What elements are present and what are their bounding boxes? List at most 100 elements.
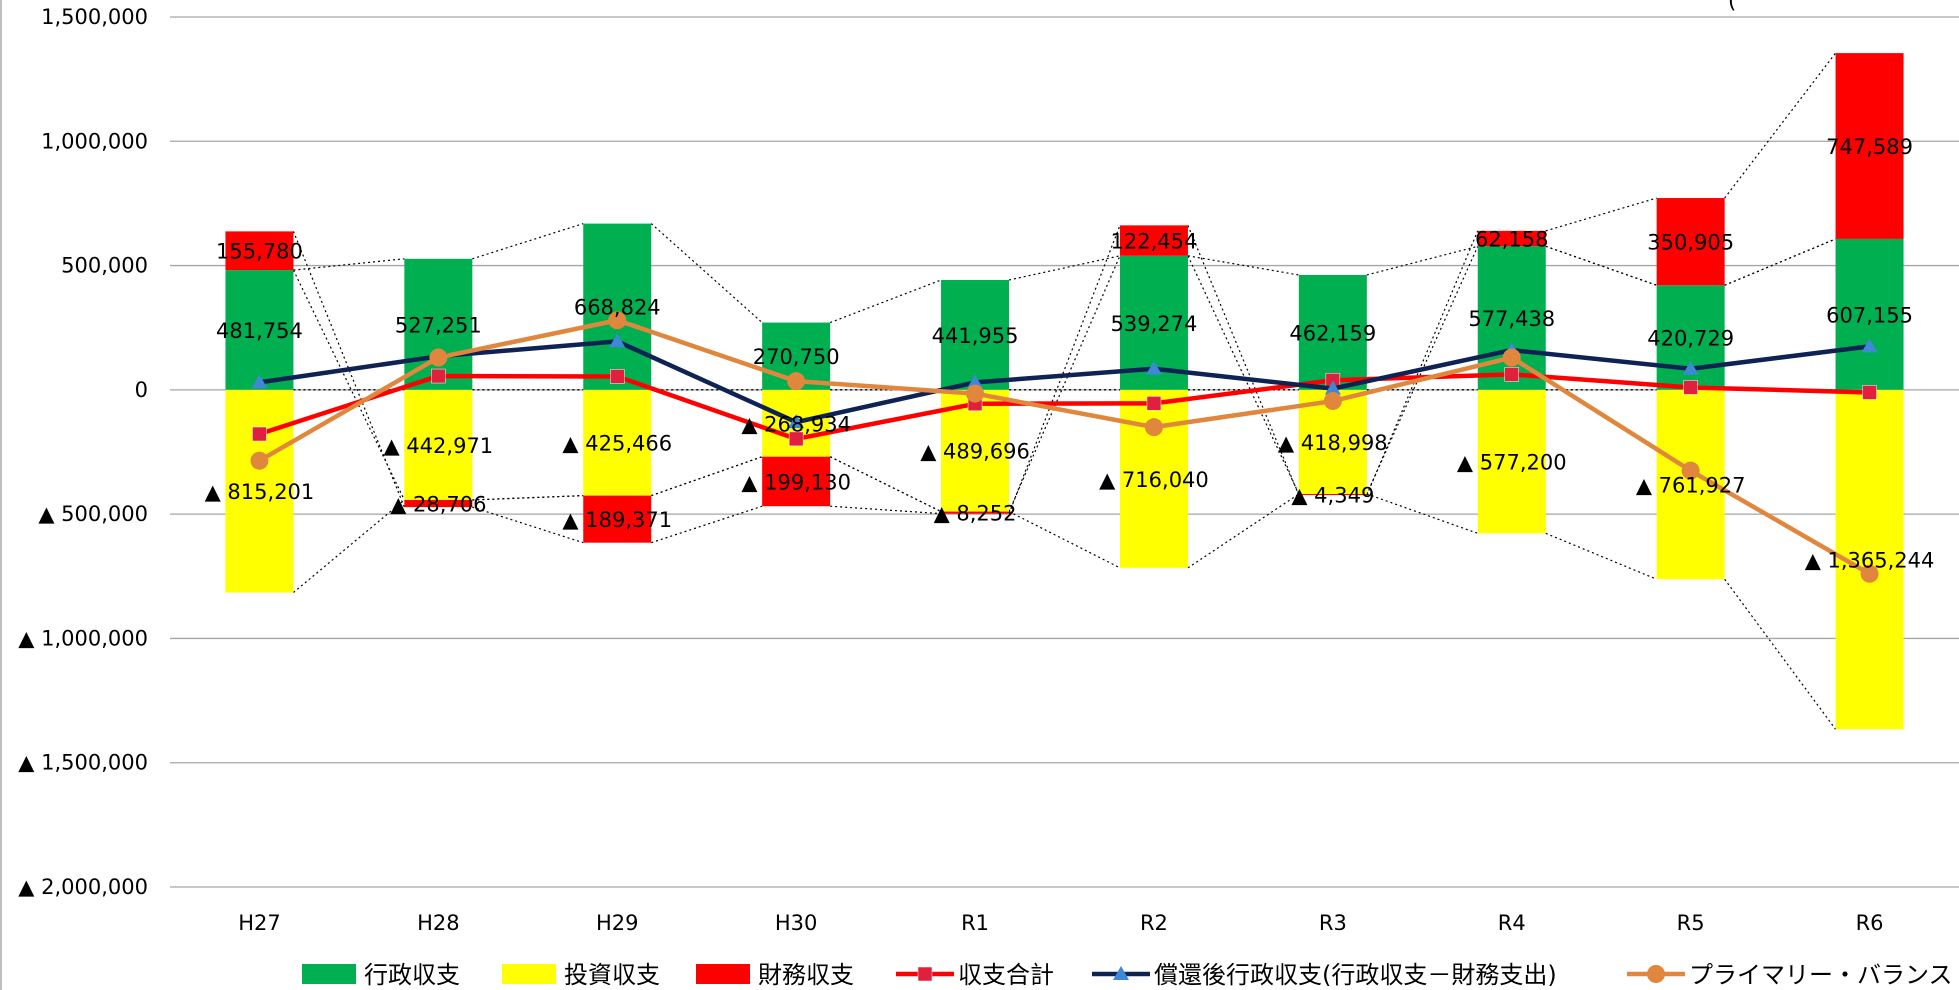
line-point-marker xyxy=(1683,380,1698,395)
legend-label: 行政収支 xyxy=(364,961,460,989)
bar xyxy=(1835,238,1904,390)
bar-data-label: ▲ 8,252 xyxy=(934,502,1017,526)
series-connector xyxy=(829,279,942,324)
x-tick-label: H27 xyxy=(238,911,281,935)
line-point-marker xyxy=(610,369,625,384)
y-tick-label: ▲ 1,000,000 xyxy=(18,626,148,650)
bar-data-label: 668,824 xyxy=(574,296,661,320)
bar xyxy=(404,499,473,508)
line-point-marker xyxy=(917,966,933,982)
bar xyxy=(225,389,294,593)
bar xyxy=(1656,198,1725,286)
x-tick-label: R5 xyxy=(1677,911,1705,935)
bar xyxy=(1298,274,1367,390)
series-connector xyxy=(1187,255,1299,276)
bar-data-label: 62,158 xyxy=(1475,228,1548,252)
series-connector-lines xyxy=(292,52,1837,730)
line-point-marker xyxy=(251,374,268,389)
bar-data-label: 270,750 xyxy=(753,345,840,369)
series-connector xyxy=(1724,578,1837,730)
series-connector xyxy=(650,223,763,324)
y-tick-label: 1,500,000 xyxy=(41,5,148,29)
x-tick-label: R4 xyxy=(1498,911,1526,935)
series-connector xyxy=(1008,511,1121,569)
lines xyxy=(250,311,1879,583)
legend: 行政収支 投資収支 財務収支 収支合計 償還後行政収支(行政収支－財務支出) プライマリー… xyxy=(302,961,1953,989)
bar-data-label: 577,438 xyxy=(1468,307,1555,331)
bar-data-label: 607,155 xyxy=(1826,303,1913,327)
y-tick-label: 500,000 xyxy=(61,254,148,278)
x-tick-label: R1 xyxy=(961,911,989,935)
y-tick-label: ▲ 2,000,000 xyxy=(18,875,148,899)
x-tick-label: H29 xyxy=(596,911,639,935)
bar xyxy=(1477,389,1546,534)
bar-data-label: 420,729 xyxy=(1647,327,1734,351)
bar-data-label: ▲ 489,696 xyxy=(920,440,1030,464)
series-connector xyxy=(472,495,584,501)
line-point-marker xyxy=(1145,360,1162,375)
series-connector xyxy=(1187,493,1300,569)
legend-label: プライマリー・バランス xyxy=(1689,961,1953,989)
line-point-marker xyxy=(788,414,805,429)
x-tick-label: H30 xyxy=(775,911,818,935)
series-connector xyxy=(1008,255,1121,512)
bar-data-label: ▲ 815,201 xyxy=(205,480,315,504)
bar-data-labels: 481,754 ▲ 815,201 155,780 527,251 ▲ 442,971 ▲… xyxy=(205,135,1935,573)
line-point-marker xyxy=(1144,418,1163,437)
line-point-marker xyxy=(1681,461,1700,480)
legend-swatch xyxy=(502,964,556,984)
line-point-marker xyxy=(1504,367,1519,382)
bar-data-label: 350,905 xyxy=(1647,231,1734,255)
line-point-marker xyxy=(1324,380,1341,395)
line-point-marker xyxy=(609,333,626,348)
line-point-marker xyxy=(252,426,267,442)
bar-data-label: 122,454 xyxy=(1111,230,1198,254)
bar-data-label: 155,780 xyxy=(216,240,303,264)
bar-data-label: ▲ 761,927 xyxy=(1636,474,1746,498)
line-point-marker xyxy=(1113,966,1129,980)
bar xyxy=(225,231,294,271)
legend-label: 償還後行政収支(行政収支－財務支出) xyxy=(1154,961,1557,989)
x-axis-ticks: H27 H28 H29 H30 R1 R2 R3 R4 R5 R6 xyxy=(238,911,1883,935)
legend-swatch xyxy=(696,964,750,984)
bar xyxy=(941,511,1010,514)
bar-data-label: ▲ 4,349 xyxy=(1291,484,1374,508)
bar xyxy=(1835,53,1904,239)
bar-data-label: 527,251 xyxy=(395,313,482,337)
bar xyxy=(1477,230,1546,247)
bar-data-label: ▲ 577,200 xyxy=(1457,451,1567,475)
x-tick-label: R6 xyxy=(1856,911,1884,935)
line-point-marker xyxy=(429,348,448,367)
bar-data-label: ▲ 442,971 xyxy=(384,434,494,458)
line-point-marker xyxy=(788,431,804,447)
series-connector xyxy=(293,499,405,593)
bar-data-label: ▲ 189,371 xyxy=(562,508,672,532)
line-point-marker xyxy=(1146,396,1162,411)
bar-data-label: ▲ 1,365,244 xyxy=(1805,549,1935,573)
bars xyxy=(225,53,1904,730)
series-connector xyxy=(1008,225,1121,514)
line-point-marker xyxy=(1861,338,1878,353)
series-connector xyxy=(1545,532,1657,580)
series-connector xyxy=(1008,255,1121,281)
legend-label: 投資収支 xyxy=(564,961,660,989)
series-line xyxy=(258,318,1871,576)
bar-data-label: ▲ 425,466 xyxy=(562,432,672,456)
bar xyxy=(1119,225,1188,256)
bar-data-label: 462,159 xyxy=(1289,321,1376,345)
series-connector xyxy=(1187,255,1300,495)
bar-data-label: ▲ 268,934 xyxy=(741,412,851,436)
line-point-marker xyxy=(608,311,627,330)
series-connector xyxy=(1366,245,1478,276)
bar-data-label: ▲ 28,706 xyxy=(390,493,486,517)
bar xyxy=(404,389,473,500)
series-line xyxy=(259,339,1870,425)
series-line xyxy=(258,372,1870,442)
bar xyxy=(941,279,1010,390)
line-point-marker xyxy=(1323,392,1342,411)
unit-label: ( xyxy=(1728,0,1736,13)
series-connector xyxy=(1724,238,1836,286)
bar-data-label: 539,274 xyxy=(1111,312,1198,336)
x-tick-label: R3 xyxy=(1319,911,1347,935)
